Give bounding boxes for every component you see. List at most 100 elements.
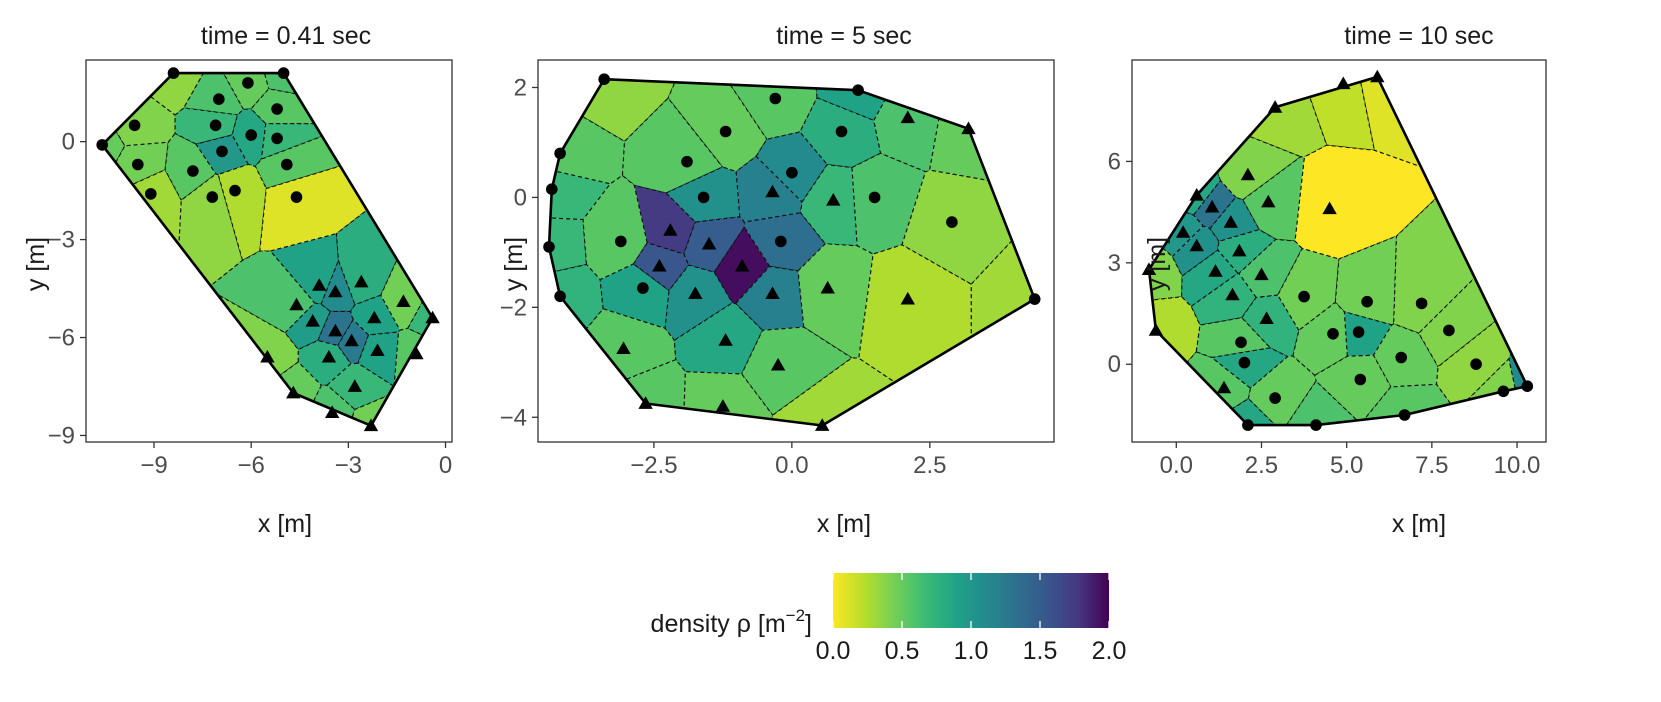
pedestrian-triangle-marker [289, 297, 304, 311]
y-tick-label: 0 [62, 129, 75, 156]
pedestrian-triangle-marker [715, 399, 731, 412]
panel-1-frame [85, 59, 453, 443]
panel-3-y-axis-label: y [m] [1143, 237, 1171, 291]
panel-2-y-ticks: −4 −2 0 2 [500, 74, 538, 431]
pedestrian-circle-marker [769, 92, 782, 105]
pedestrian-circle-marker [1327, 328, 1339, 340]
voronoi-cell [320, 259, 356, 312]
pedestrian-triangle-marker [1322, 201, 1337, 215]
voronoi-cell [858, 244, 972, 383]
pedestrian-circle-marker [229, 184, 241, 197]
voronoi-cell [599, 263, 670, 329]
voronoi-cell [1211, 347, 1289, 389]
pedestrian-triangle-marker [961, 121, 976, 135]
pedestrian-triangle-marker [1232, 243, 1247, 257]
x-tick-label: 0.0 [775, 452, 808, 479]
pedestrian-circle-marker [1443, 324, 1455, 337]
pedestrian-circle-marker [1352, 326, 1365, 338]
voronoi-cell [1334, 235, 1398, 326]
y-tick-label: 2 [514, 74, 527, 101]
pedestrian-triangle-marker [409, 346, 424, 360]
pedestrian-triangle-marker [900, 291, 915, 305]
pedestrian-circle-marker [128, 119, 141, 132]
colorbar-title-superscript: −2 [786, 606, 805, 625]
pedestrian-triangle-marker [344, 333, 359, 347]
panel-1-plot-area: −9 −6 −3 0 −9 −6 −3 0 [48, 59, 453, 479]
voronoi-cell [279, 361, 322, 403]
pedestrian-circle-marker [554, 147, 566, 160]
pedestrian-circle-marker [167, 67, 180, 79]
pedestrian-triangle-marker [321, 349, 337, 363]
voronoi-cell [929, 117, 990, 181]
pedestrian-circle-marker [697, 191, 710, 204]
voronoi-cell [222, 72, 270, 110]
panel-1-title: time = 0.41 sec [201, 22, 371, 50]
colorbar-tick-label: 0.5 [885, 637, 920, 665]
x-tick-label: 7.5 [1415, 452, 1448, 479]
pedestrian-triangle-marker [1216, 380, 1232, 394]
pedestrian-triangle-marker [354, 274, 369, 288]
pedestrian-circle-marker [868, 191, 881, 204]
pedestrian-triangle-marker [286, 385, 301, 399]
pedestrian-triangle-marker [1370, 69, 1385, 83]
y-tick-label: −6 [48, 325, 75, 352]
panel-2-plot-area: −2.5 0.0 2.5 −4 −2 0 2 [500, 59, 1055, 479]
pedestrian-circle-marker [615, 235, 627, 248]
panel-1-x-ticks: −9 −6 −3 0 [140, 442, 452, 479]
y-tick-label: −9 [48, 422, 75, 449]
y-tick-label: −4 [500, 404, 527, 431]
pedestrian-triangle-marker [1267, 100, 1283, 113]
pedestrian-triangle-marker [652, 258, 667, 272]
x-tick-label: −3 [335, 452, 362, 479]
y-tick-label: −2 [500, 294, 527, 321]
pedestrian-triangle-marker [718, 333, 733, 346]
pedestrian-circle-marker [835, 125, 848, 138]
panel-3-x-axis-label: x [m] [1392, 510, 1446, 538]
pedestrian-circle-marker [775, 235, 787, 248]
pedestrian-circle-marker [1470, 358, 1482, 371]
pedestrian-circle-marker [1235, 336, 1247, 349]
pedestrian-triangle-marker [638, 396, 653, 409]
pedestrian-triangle-marker [325, 405, 340, 418]
pedestrian-circle-marker [1238, 356, 1251, 369]
pedestrian-circle-marker [1298, 290, 1310, 303]
voronoi-cell [548, 217, 588, 273]
pedestrian-circle-marker [1310, 419, 1322, 431]
panel-3-title: time = 10 sec [1344, 22, 1493, 50]
voronoi-cell [667, 81, 768, 173]
panel-2: time = 5 sec −2.5 0.0 2.5 −4 −2 0 2 x [m] y [m… [500, 22, 1055, 538]
pedestrian-circle-marker [1028, 293, 1041, 305]
pedestrian-circle-marker [681, 155, 693, 168]
pedestrian-circle-marker [96, 139, 108, 151]
x-tick-label: 5.0 [1330, 452, 1363, 479]
panel-3-voronoi-cells [1148, 76, 1528, 426]
pedestrian-triangle-marker [328, 323, 343, 337]
pedestrian-circle-marker [213, 93, 225, 105]
pedestrian-triangle-marker [1261, 194, 1276, 208]
y-tick-label: 0 [514, 184, 527, 211]
pedestrian-circle-marker [1398, 409, 1411, 421]
colorbar-title-close: ] [805, 610, 812, 638]
pedestrian-circle-marker [598, 73, 610, 85]
pedestrian-triangle-marker [701, 236, 717, 250]
panel-1-voronoi-cells [101, 72, 434, 427]
pedestrian-triangle-marker [370, 343, 385, 356]
pedestrian-circle-marker [1242, 419, 1254, 431]
voronoi-cell [1294, 144, 1437, 260]
panel-2-pedestrian-markers [543, 73, 1041, 431]
pedestrian-triangle-marker [1254, 267, 1269, 281]
pedestrian-triangle-marker [663, 223, 678, 236]
pedestrian-circle-marker [546, 183, 558, 195]
pedestrian-triangle-marker [815, 418, 830, 431]
colorbar-title-main: density ρ [m [651, 610, 786, 638]
y-tick-label: 0 [1108, 351, 1121, 378]
colorbar-title: density ρ [m−2] [651, 606, 812, 638]
pedestrian-circle-marker [271, 103, 283, 115]
pedestrian-triangle-marker [770, 357, 786, 371]
panel-2-frame [537, 59, 1055, 443]
pedestrian-circle-marker [554, 290, 566, 303]
pedestrian-circle-marker [132, 158, 144, 171]
pedestrian-circle-marker [786, 166, 798, 179]
pedestrian-triangle-marker [1259, 311, 1274, 324]
